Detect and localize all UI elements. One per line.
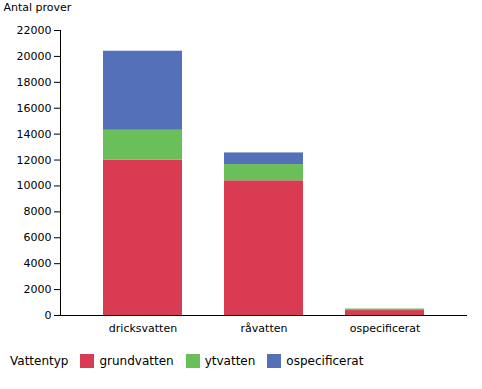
svg-text:14000: 14000 <box>17 128 52 141</box>
svg-text:18000: 18000 <box>17 76 52 89</box>
svg-text:10000: 10000 <box>17 179 52 192</box>
svg-text:ospecificerat: ospecificerat <box>350 322 421 335</box>
html-text:ospecificerat: ospecificerat <box>286 354 364 368</box>
svg-text:8000: 8000 <box>24 205 52 218</box>
html-text:ytvatten: ytvatten <box>204 354 256 368</box>
svg-text:20000: 20000 <box>17 50 52 63</box>
svg-text:16000: 16000 <box>17 102 52 115</box>
html-text:Vattentyp: Vattentyp <box>10 354 69 368</box>
svg-text:22000: 22000 <box>17 24 52 37</box>
html-text:grundvatten: grundvatten <box>99 354 174 368</box>
svg-text:0: 0 <box>45 309 52 322</box>
svg-text:12000: 12000 <box>17 154 52 167</box>
svg-text:2000: 2000 <box>24 283 52 296</box>
svg-text:råvatten: råvatten <box>241 322 288 335</box>
svg-text:4000: 4000 <box>24 257 52 270</box>
svg-text:dricksvatten: dricksvatten <box>109 322 177 335</box>
svg-text:6000: 6000 <box>24 231 52 244</box>
svg-text:Antal prover: Antal prover <box>4 1 72 14</box>
